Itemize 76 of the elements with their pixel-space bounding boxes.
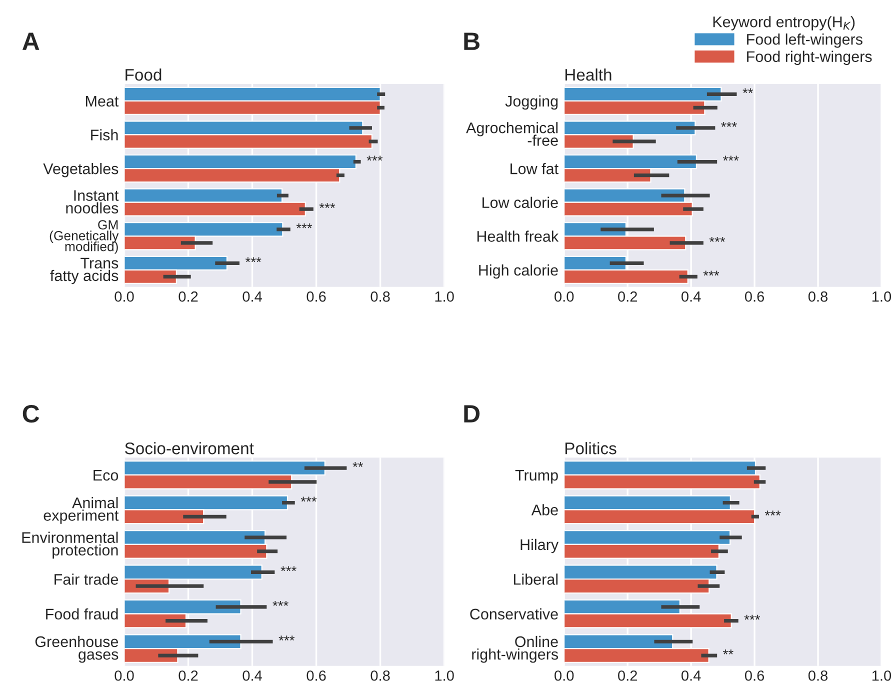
y-tick-label: Liberal bbox=[514, 574, 558, 585]
x-tick-label: 0.6 bbox=[306, 670, 326, 681]
x-tick-label: 0.4 bbox=[242, 291, 262, 302]
y-tick-label: Meat bbox=[86, 96, 119, 107]
annotation: *** bbox=[245, 257, 262, 262]
chart-subtitle: Politics bbox=[565, 442, 616, 454]
y-tick-label: GM (Genetically modified) bbox=[50, 220, 119, 254]
y-tick-label: Low fat bbox=[510, 163, 558, 174]
y-tick-label: Online right-wingers bbox=[472, 636, 558, 663]
annotation: ** bbox=[723, 650, 734, 654]
x-tick-label: 0.6 bbox=[744, 291, 764, 302]
y-tick-label: Conservative bbox=[470, 608, 558, 620]
y-tick-label: Vegetables bbox=[43, 162, 118, 178]
x-tick-label: 0.0 bbox=[554, 291, 574, 302]
annotation: *** bbox=[278, 636, 295, 641]
x-tick-label: 0.0 bbox=[114, 670, 134, 681]
y-tick-label: Food fraud bbox=[46, 608, 118, 620]
legend-label: Food right-wingers bbox=[747, 50, 872, 66]
chart-title: C bbox=[22, 404, 40, 423]
annotation: *** bbox=[744, 614, 760, 620]
x-tick-label: 0.4 bbox=[681, 670, 701, 681]
y-tick-label: Health freak bbox=[477, 230, 559, 242]
y-tick-label: Low calorie bbox=[482, 196, 558, 208]
x-tick-label: 0.8 bbox=[370, 291, 390, 302]
annotation: *** bbox=[296, 223, 312, 228]
annotation: *** bbox=[723, 156, 739, 161]
annotation: *** bbox=[366, 156, 383, 161]
annotation: *** bbox=[764, 510, 781, 516]
x-tick-label: 0.6 bbox=[744, 670, 764, 681]
x-tick-label: 0.8 bbox=[808, 670, 828, 681]
y-tick-label: Instant noodles bbox=[66, 190, 119, 214]
x-tick-label: 0.2 bbox=[618, 291, 637, 302]
x-tick-label: 0.4 bbox=[242, 670, 262, 681]
annotation: *** bbox=[319, 203, 336, 208]
x-tick-label: 1.0 bbox=[435, 670, 454, 681]
x-tick-label: 0.2 bbox=[178, 670, 198, 681]
y-tick-label: Environmental protection bbox=[22, 532, 118, 559]
chart-subtitle: Food bbox=[126, 68, 162, 81]
annotation: ** bbox=[742, 88, 754, 94]
y-tick-label: Greenhouse gases bbox=[35, 636, 118, 663]
x-tick-label: 0.4 bbox=[681, 291, 701, 302]
annotation: *** bbox=[721, 122, 737, 127]
x-tick-label: 0.2 bbox=[618, 670, 637, 681]
y-tick-label: Trump bbox=[515, 470, 558, 484]
y-tick-label: Eco bbox=[94, 470, 118, 481]
chart-title: D bbox=[464, 405, 480, 422]
y-tick-label: Fish bbox=[91, 129, 118, 140]
legend-title: Keyword entropy(H$_{K}$) bbox=[713, 16, 855, 30]
chart-title: A bbox=[22, 32, 40, 50]
x-tick-label: 0.8 bbox=[808, 291, 828, 302]
chart-subtitle: Health bbox=[565, 68, 612, 81]
x-tick-label: 1.0 bbox=[872, 291, 892, 302]
annotation: *** bbox=[703, 270, 720, 276]
x-tick-label: 0.8 bbox=[370, 670, 390, 681]
x-tick-label: 1.0 bbox=[435, 291, 454, 302]
annotation: *** bbox=[709, 236, 726, 242]
y-tick-label: Jogging bbox=[505, 95, 558, 110]
y-tick-label: Agrochemical -free bbox=[466, 122, 558, 146]
y-tick-label: Animal experiment bbox=[44, 497, 119, 524]
x-tick-label: 0.0 bbox=[114, 291, 134, 302]
x-tick-label: 0.0 bbox=[554, 670, 574, 681]
annotation: *** bbox=[300, 496, 317, 502]
chart-subtitle: Socio-enviroment bbox=[125, 442, 254, 454]
y-tick-label: Fair trade bbox=[54, 574, 118, 585]
y-tick-label: Trans fatty acids bbox=[50, 258, 118, 284]
legend-label: Food left-wingers bbox=[747, 34, 862, 48]
y-tick-label: Abe bbox=[531, 504, 558, 516]
x-tick-label: 0.6 bbox=[306, 291, 326, 302]
chart-title: B bbox=[464, 32, 480, 50]
x-tick-label: 1.0 bbox=[872, 670, 892, 681]
annotation: ** bbox=[352, 462, 364, 467]
annotation: *** bbox=[272, 600, 288, 606]
y-tick-label: Hilary bbox=[520, 538, 559, 554]
x-tick-label: 0.2 bbox=[178, 291, 198, 302]
annotation: *** bbox=[280, 566, 296, 572]
y-tick-label: High calorie bbox=[479, 264, 558, 279]
